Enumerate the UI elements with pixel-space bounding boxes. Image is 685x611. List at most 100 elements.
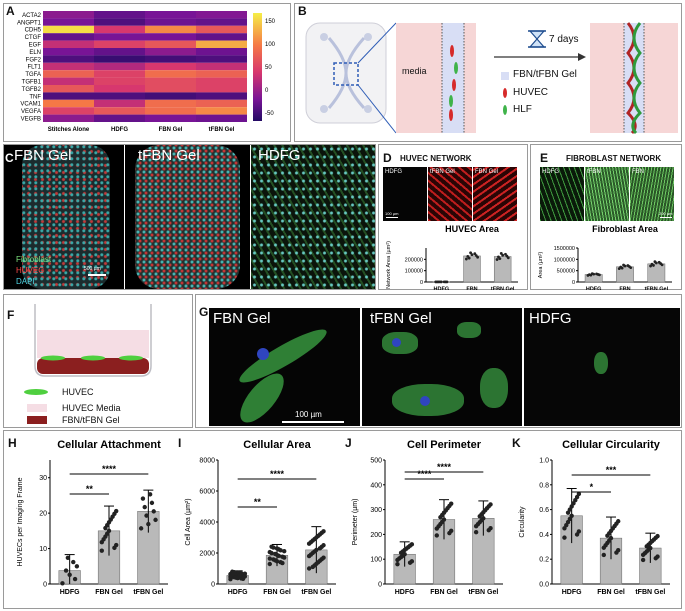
data-point bbox=[495, 258, 499, 261]
data-point bbox=[434, 526, 439, 531]
heatmap-cell bbox=[145, 70, 196, 78]
y-tick-label: 500 bbox=[370, 457, 382, 464]
heatmap-row-label: EGF bbox=[29, 43, 42, 49]
sig-stars: *** bbox=[606, 465, 617, 475]
data-point bbox=[601, 552, 606, 558]
chart-e: Fibroblast Area 0 500000 1000000 1500000 Area… bbox=[538, 224, 672, 291]
heatmap-cell bbox=[43, 48, 94, 56]
panel-k-label: K bbox=[512, 436, 521, 450]
e-img-tfbn bbox=[585, 167, 629, 221]
data-point bbox=[149, 500, 155, 506]
chart-title: Cellular Attachment bbox=[57, 439, 161, 451]
x-tick-label: HDFG bbox=[60, 589, 80, 596]
panel-h-label: H bbox=[8, 436, 17, 450]
panel-g-frame bbox=[195, 294, 682, 428]
fbn-gel-label: FBN Gel bbox=[14, 147, 72, 164]
heatmap-cell bbox=[196, 40, 247, 48]
heatmap-cell bbox=[196, 62, 247, 71]
chart-j: Cell Perimeter 0 100 200 300 400 500 Perimeter … bbox=[352, 439, 503, 596]
data-point bbox=[435, 280, 439, 284]
heatmap-cell bbox=[43, 62, 94, 71]
data-point bbox=[140, 496, 146, 501]
chart-title: HUVEC Area bbox=[445, 224, 500, 234]
panel-c-frame bbox=[3, 144, 376, 290]
heatmap-cell bbox=[94, 107, 145, 115]
heatmap-cell bbox=[94, 70, 145, 78]
y-tick-label: 8000 bbox=[199, 457, 215, 464]
y-tick-label: 0.2 bbox=[539, 557, 549, 564]
x-tick-label: HDFG bbox=[434, 287, 450, 291]
data-point bbox=[587, 273, 591, 277]
data-point bbox=[640, 552, 646, 558]
d-lab-hdfg: HDFG bbox=[385, 169, 402, 175]
heatmap-cell bbox=[196, 25, 247, 34]
x-tick-label: HDFG bbox=[395, 589, 415, 596]
data-point bbox=[595, 272, 598, 276]
data-point bbox=[395, 557, 400, 563]
data-point bbox=[626, 264, 630, 267]
heatmap-col-label: HDFG bbox=[111, 127, 128, 133]
heatmap-row-label: ANGPT1 bbox=[17, 20, 42, 26]
y-tick-label: 200 bbox=[370, 532, 382, 539]
y-tick-label: 400 bbox=[370, 482, 382, 489]
data-point bbox=[306, 553, 312, 559]
heatmap-cell bbox=[145, 107, 196, 115]
d-img-hdfg bbox=[383, 167, 427, 221]
heatmap-cell bbox=[43, 11, 94, 19]
fibroblast-network-title: FIBROBLAST NETWORK bbox=[566, 154, 662, 163]
legend-dapi: DAPI bbox=[16, 277, 35, 286]
data-point bbox=[497, 255, 500, 259]
x-tick-label: HDFG bbox=[586, 287, 602, 291]
g-scale-bar bbox=[282, 421, 344, 423]
heatmap-row-label: ACTA2 bbox=[22, 13, 42, 19]
heatmap-cell bbox=[196, 85, 247, 93]
tfbn-gel-image bbox=[125, 145, 250, 289]
heatmap-row-label: CDH5 bbox=[25, 28, 42, 34]
heatmap-cell bbox=[145, 85, 196, 93]
g-img-fbn bbox=[209, 308, 360, 426]
heatmap-cell bbox=[43, 70, 94, 78]
heatmap-cell bbox=[145, 25, 196, 34]
heatmap-cell bbox=[145, 40, 196, 48]
data-point bbox=[228, 574, 233, 580]
e-scale-label: 200 µm bbox=[659, 211, 673, 216]
data-point bbox=[619, 265, 623, 269]
data-point bbox=[395, 561, 400, 567]
data-point bbox=[614, 550, 619, 555]
panel-d-frame bbox=[378, 144, 528, 290]
heatmap-cell bbox=[196, 107, 247, 115]
data-point bbox=[71, 559, 76, 565]
heatmap-cell bbox=[94, 55, 145, 63]
y-tick-label: 0.8 bbox=[539, 482, 549, 489]
legend-gel: FBN/tFBN Gel bbox=[513, 69, 577, 80]
tfbn-gel-label: tFBN Gel bbox=[138, 147, 200, 164]
heatmap-cell bbox=[94, 85, 145, 93]
data-point bbox=[499, 252, 503, 255]
data-point bbox=[650, 262, 654, 266]
data-point bbox=[601, 545, 606, 550]
heatmap-cell bbox=[145, 99, 196, 108]
panel-e-label: E bbox=[540, 151, 549, 165]
heatmap-row-label: TNF bbox=[29, 94, 41, 100]
chart-title: Fibroblast Area bbox=[592, 224, 659, 234]
g-scale-label: 100 µm bbox=[295, 410, 322, 419]
heatmap-color-scale bbox=[253, 13, 262, 121]
data-point bbox=[274, 559, 280, 564]
heatmap-row-label: VEGFB bbox=[21, 117, 41, 123]
heatmap-row-label: FLT1 bbox=[27, 65, 41, 71]
data-point bbox=[477, 514, 482, 519]
y-tick-label: 0 bbox=[43, 581, 47, 588]
heatmap-cell bbox=[94, 11, 145, 19]
hdfg-image bbox=[251, 145, 375, 289]
heatmap-cell bbox=[145, 48, 196, 56]
chart-d: HUVEC Area 0 100000 200000 Network Area (µm²… bbox=[386, 224, 518, 291]
x-tick-label: tFBN Gel bbox=[133, 589, 163, 596]
data-point bbox=[310, 564, 315, 570]
heatmap-cell bbox=[145, 18, 196, 26]
d-scale-label: 100 µm bbox=[385, 211, 399, 216]
e-img-hdfg bbox=[540, 167, 584, 221]
heatmap-cell bbox=[145, 62, 196, 71]
heatmap-row-label: TGFB2 bbox=[22, 87, 42, 93]
y-axis-label: Network Area (µm²) bbox=[386, 241, 392, 289]
